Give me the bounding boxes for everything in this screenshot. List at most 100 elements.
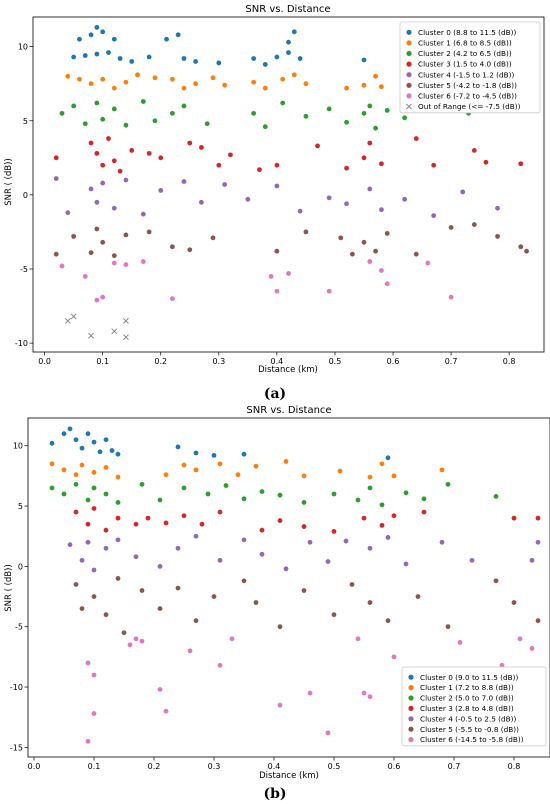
legend-marker: [406, 29, 412, 35]
data-point: [286, 39, 291, 45]
data-point: [111, 85, 117, 91]
data-point: [91, 506, 97, 511]
data-point: [529, 646, 535, 651]
data-point: [343, 538, 349, 544]
data-point: [91, 567, 97, 573]
data-point: [457, 639, 463, 645]
data-point: [169, 110, 175, 116]
panel-a-x-tick-label: 0.6: [387, 357, 400, 366]
data-point: [361, 155, 367, 161]
data-point: [111, 36, 117, 42]
data-point: [85, 539, 91, 545]
data-point: [100, 180, 106, 186]
data-point: [91, 594, 97, 599]
data-point: [280, 100, 286, 106]
data-point: [379, 522, 385, 528]
data-point: [291, 29, 297, 35]
data-point: [106, 50, 111, 55]
data-point: [140, 211, 146, 217]
data-point: [379, 461, 385, 467]
panel-a-series-5: [53, 222, 529, 259]
data-point: [61, 467, 67, 473]
data-point: [169, 76, 175, 82]
legend-entry: Cluster 0 (8.8 to 11.5 (dB)): [418, 28, 516, 37]
panel-a-x-tick-label: 0.3: [212, 357, 225, 366]
data-point: [283, 566, 289, 572]
panel-b-x-tick-label: 0.4: [268, 762, 281, 771]
data-point: [367, 103, 373, 109]
data-point: [49, 440, 55, 446]
data-point: [115, 515, 121, 521]
panel-b-legend-box: [401, 666, 547, 747]
data-point: [175, 32, 181, 38]
data-point: [210, 75, 216, 81]
data-point: [94, 51, 100, 57]
legend-marker: [408, 737, 414, 743]
data-point: [85, 738, 91, 744]
data-point: [117, 168, 123, 174]
data-point: [210, 235, 216, 241]
data-point: [379, 161, 384, 167]
data-point: [122, 334, 129, 341]
panel-b-series-0: [49, 426, 391, 461]
data-point: [85, 431, 91, 437]
data-point: [115, 474, 121, 480]
panel-a-x-tick-label: 0.8: [503, 357, 516, 366]
data-point: [163, 708, 169, 714]
panel-a-x-tick-label: 0.2: [154, 357, 167, 366]
panel-a-x-axis-label: Distance (km): [258, 365, 318, 375]
data-point: [384, 107, 390, 113]
panel-b-title: SNR vs. Distance: [246, 405, 331, 416]
legend-marker: [408, 674, 414, 680]
data-point: [217, 557, 223, 563]
data-point: [146, 54, 152, 60]
legend-marker: [408, 726, 414, 732]
data-point: [61, 491, 67, 497]
data-point: [367, 140, 373, 146]
data-point: [77, 76, 82, 82]
data-point: [413, 251, 419, 257]
data-point: [175, 444, 181, 450]
data-point: [139, 481, 145, 487]
panel-b-y-tick-label: -5: [15, 623, 23, 632]
panel-a-x-tick-label: 0.4: [271, 357, 284, 366]
data-point: [391, 473, 397, 479]
legend-entry: Out of Range (<= -7.5 (dB)): [418, 102, 521, 111]
data-point: [413, 136, 419, 141]
data-point: [88, 81, 94, 87]
panel-a-axes-frame: [32, 16, 545, 353]
data-point: [103, 527, 109, 533]
panel-a-plot-area: 0.0 0.1 0.2 0.3 0.4 0.5 0.6 0.7 0.8 -10 -5 0 5 10 Clus…: [15, 16, 545, 366]
data-point: [91, 439, 97, 445]
data-point: [344, 119, 349, 125]
data-point: [70, 313, 77, 320]
data-point: [535, 515, 541, 521]
data-point: [79, 606, 85, 612]
panel-b-x-axis-label: Distance (km): [259, 771, 319, 781]
data-point: [82, 53, 88, 58]
data-point: [211, 452, 217, 458]
data-point: [103, 612, 109, 618]
data-point: [402, 115, 408, 121]
data-point: [175, 545, 181, 551]
data-point: [385, 455, 391, 461]
data-point: [123, 262, 129, 267]
data-point: [274, 183, 280, 189]
data-point: [85, 521, 91, 527]
data-point: [379, 502, 385, 508]
data-point: [425, 260, 431, 266]
data-point: [103, 437, 109, 443]
data-point: [361, 57, 367, 63]
data-point: [535, 539, 541, 545]
data-point: [391, 513, 397, 519]
legend-marker: [406, 93, 412, 99]
panel-a-y-tick-label: 0: [23, 191, 28, 200]
data-point: [181, 56, 187, 61]
data-point: [301, 500, 307, 505]
data-point: [163, 472, 169, 478]
panel-b-y-tick-label: -10: [10, 683, 23, 692]
data-point: [367, 186, 373, 192]
data-point: [181, 462, 187, 468]
data-point: [123, 79, 129, 85]
data-point: [361, 110, 367, 116]
